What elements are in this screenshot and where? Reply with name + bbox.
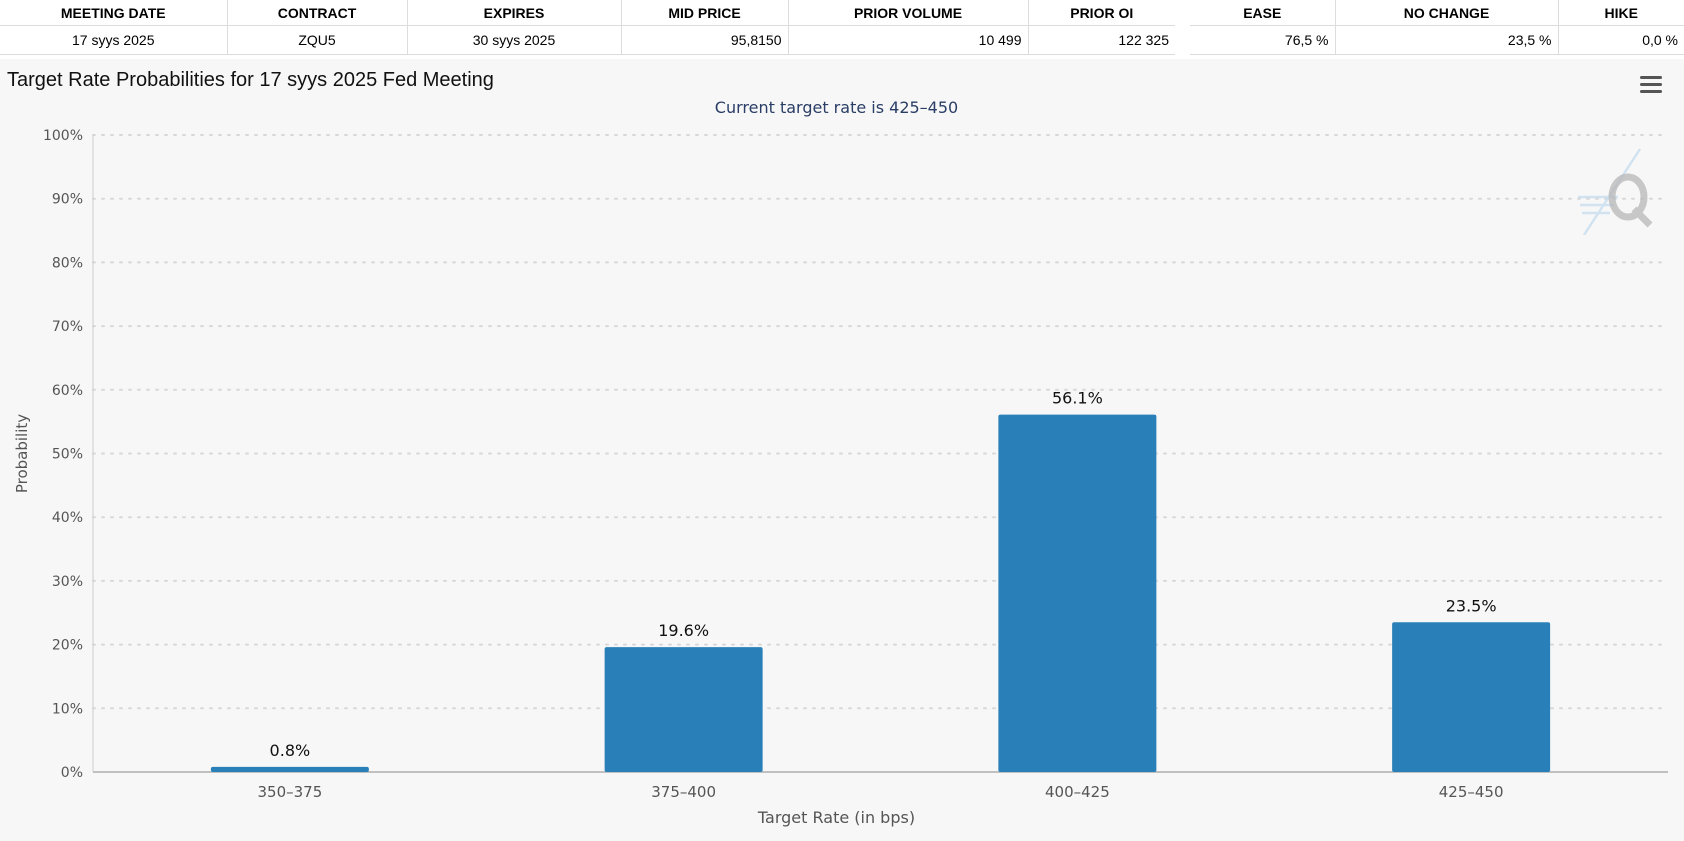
y-tick-label: 90% [52, 192, 83, 208]
y-tick-label: 40% [52, 510, 83, 526]
bar-chart: 0% 10% 20% 30% 40% 50% 60% 70% 80% 90% 100% 0.8% 350… [13, 98, 1669, 827]
x-axis-title: Target Rate (in bps) [757, 808, 915, 827]
y-tick-label: 0% [61, 765, 83, 781]
data-label: 56.1% [1052, 389, 1103, 408]
mid-price-cell: 95,8150 [621, 25, 789, 55]
y-tick-label: 10% [52, 701, 83, 717]
y-tick-label: 20% [52, 638, 83, 654]
chart-title: Target Rate Probabilities for 17 syys 20… [7, 69, 494, 91]
y-axis-title: Probability [13, 414, 31, 493]
x-tick-label: 425–450 [1439, 783, 1504, 801]
y-tick-label: 70% [52, 319, 83, 335]
column-header-hike: HIKE [1558, 0, 1684, 26]
column-header-expires: EXPIRES [407, 0, 622, 26]
x-tick-label: 375–400 [651, 783, 716, 801]
data-label: 0.8% [270, 741, 311, 760]
y-tick-label: 80% [52, 255, 83, 271]
table-row: 17 syys 2025 ZQU5 30 syys 2025 95,8150 1… [0, 25, 1175, 55]
data-label: 19.6% [658, 621, 709, 640]
column-header-prior-volume: PRIOR VOLUME [788, 0, 1029, 26]
probability-summary-table: EASE NO CHANGE HIKE 76,5 % 23,5 % 0,0 % [1190, 0, 1684, 55]
hike-cell: 0,0 % [1558, 25, 1684, 55]
prior-volume-cell: 10 499 [788, 25, 1029, 55]
y-tick-label: 100% [43, 128, 83, 144]
bar [1392, 622, 1551, 772]
hamburger-menu-icon[interactable] [1640, 76, 1662, 94]
chart-subtitle: Current target rate is 425–450 [715, 98, 958, 117]
data-label: 23.5% [1446, 596, 1497, 615]
q-logo-icon [1578, 148, 1653, 235]
table-row: 76,5 % 23,5 % 0,0 % [1190, 25, 1684, 55]
table-header-row: MEETING DATE CONTRACT EXPIRES MID PRICE … [0, 0, 1175, 26]
contract-cell: ZQU5 [227, 25, 408, 55]
meeting-date-cell: 17 syys 2025 [0, 25, 228, 55]
bar [998, 414, 1157, 772]
column-header-mid-price: MID PRICE [621, 0, 789, 26]
prior-oi-cell: 122 325 [1028, 25, 1175, 55]
table-header-row: EASE NO CHANGE HIKE [1190, 0, 1684, 26]
y-tick-label: 60% [52, 383, 83, 399]
ease-cell: 76,5 % [1190, 25, 1336, 55]
header-tables: MEETING DATE CONTRACT EXPIRES MID PRICE … [0, 0, 1684, 56]
column-header-prior-oi: PRIOR OI [1028, 0, 1175, 26]
no-change-cell: 23,5 % [1335, 25, 1559, 55]
x-tick-label: 350–375 [257, 783, 322, 801]
x-tick-label: 400–425 [1045, 783, 1110, 801]
bar [604, 647, 763, 772]
bar [210, 766, 369, 772]
column-header-ease: EASE [1190, 0, 1336, 26]
column-header-no-change: NO CHANGE [1335, 0, 1559, 26]
y-tick-label: 50% [52, 447, 83, 463]
column-header-contract: CONTRACT [227, 0, 408, 26]
expires-cell: 30 syys 2025 [407, 25, 622, 55]
y-tick-label: 30% [52, 574, 83, 590]
chart-panel: 0% 10% 20% 30% 40% 50% 60% 70% 80% 90% 100% 0.8% 350… [0, 59, 1684, 841]
column-header-meeting-date: MEETING DATE [0, 0, 228, 26]
meeting-info-table: MEETING DATE CONTRACT EXPIRES MID PRICE … [0, 0, 1175, 55]
